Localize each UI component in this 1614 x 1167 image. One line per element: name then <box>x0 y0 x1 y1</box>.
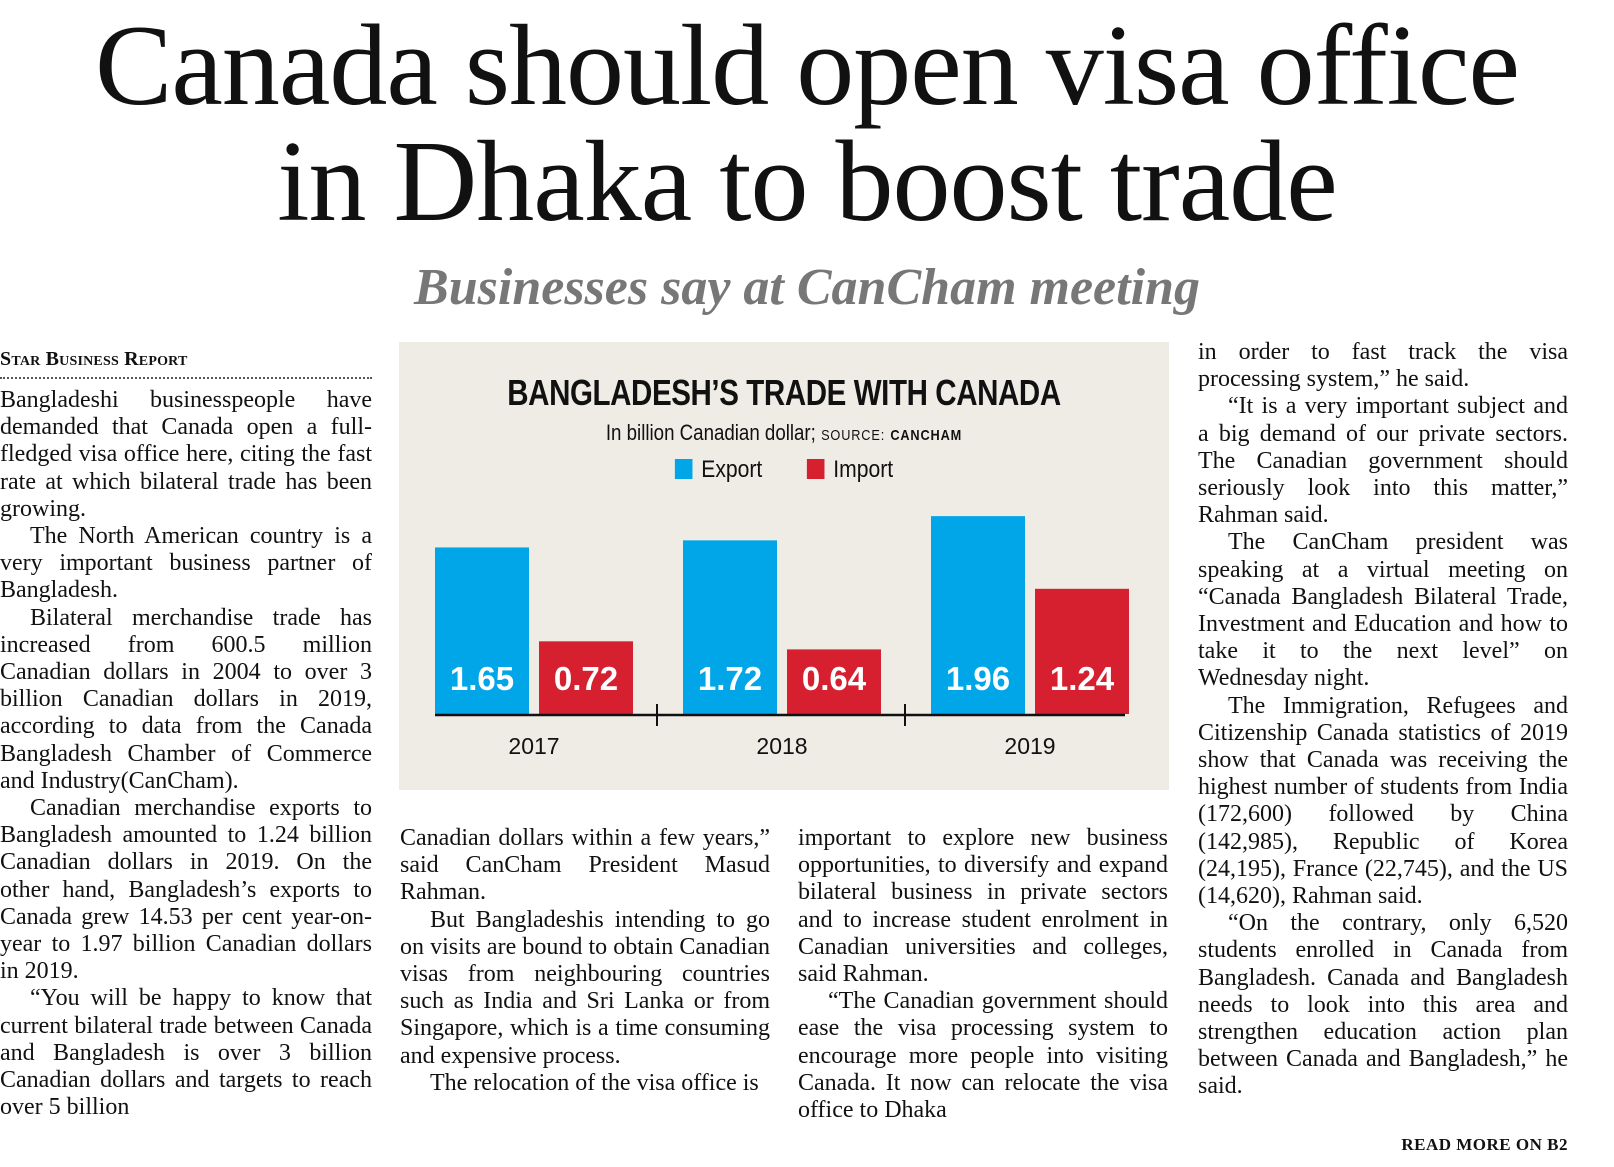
byline: Star Business Report <box>0 348 372 379</box>
bar-export-2017 <box>435 547 529 714</box>
read-more-link[interactable]: READ MORE ON B2 <box>1401 1135 1568 1154</box>
headline-line-2: in Dhaka to boost trade <box>277 118 1337 246</box>
paragraph: “It is a very important subject and a bi… <box>1198 393 1568 529</box>
headline-line-1: Canada should open visa office <box>95 2 1520 130</box>
paragraph: “On the contrary, only 6,520 students en… <box>1198 910 1568 1100</box>
chart-unit-note: In billion Canadian dollar; <box>605 420 816 445</box>
trade-chart: BANGLADESH’S TRADE WITH CANADA In billio… <box>399 342 1169 790</box>
chart-legend: Export Import <box>445 455 1123 484</box>
data-label-export-2018: 1.72 <box>698 660 762 697</box>
data-label-export-2019: 1.96 <box>946 660 1010 697</box>
paragraph: Bilateral merchandise trade has increase… <box>0 604 372 794</box>
bar-import-2018 <box>787 649 881 714</box>
legend-swatch-export <box>674 458 693 479</box>
paragraph: Bangladeshi businesspeople have demanded… <box>0 387 372 522</box>
chart-plot-area: 1.65 0.72 2017 1.72 0.64 2018 1.96 1.24 2019 <box>435 516 1129 759</box>
bar-export-2018 <box>683 540 777 714</box>
paragraph: The North American country is a very imp… <box>0 523 372 604</box>
data-label-import-2017: 0.72 <box>554 660 618 697</box>
paragraph: The relocation of the visa office is <box>430 1069 759 1096</box>
article-column-3: important to explore new business opport… <box>798 825 1168 1124</box>
x-tick-label-2018: 2018 <box>756 733 807 759</box>
x-tick-label-2017: 2017 <box>508 733 559 759</box>
data-label-import-2019: 1.24 <box>1050 660 1115 697</box>
data-label-import-2018: 0.64 <box>802 660 867 697</box>
x-tick-label-2019: 2019 <box>1004 733 1055 759</box>
paragraph: important to explore new business opport… <box>798 825 1168 988</box>
bar-import-2017 <box>539 641 633 714</box>
paragraph: The Immigration, Refugees and Citizenshi… <box>1198 692 1568 910</box>
paragraph: Canadian merchandise exports to Banglade… <box>0 795 372 985</box>
article-column-2: Canadian dollars within a few years,” sa… <box>400 825 770 1097</box>
deck-subheadline: Businesses say at CanCham meeting <box>414 259 1200 316</box>
legend-label-export: Export <box>701 455 763 483</box>
legend-label-import: Import <box>833 455 894 483</box>
bar-import-2019 <box>1035 588 1129 714</box>
legend-item-export: Export <box>674 455 763 484</box>
paragraph: Canadian dollars within a few years,” sa… <box>400 825 770 906</box>
paragraph: “The Canadian government should ease the… <box>798 988 1168 1124</box>
chart-source-name: CANCHAM <box>890 427 963 444</box>
chart-subtitle: In billion Canadian dollar; SOURCE: CANC… <box>457 420 1112 446</box>
headline: Canada should open visa office in Dhaka … <box>0 8 1614 240</box>
paragraph: “You will be happy to know that current … <box>0 985 372 1121</box>
paragraph: But Bangladeshis intending to go on visi… <box>400 906 770 1069</box>
bar-export-2019 <box>931 516 1025 714</box>
chart-source-label: SOURCE: <box>821 427 886 444</box>
paragraph: in order to fast track the visa processi… <box>1198 339 1568 393</box>
paragraph: The CanCham president was speaking at a … <box>1198 529 1568 692</box>
article-column-1: Bangladeshi businesspeople have demanded… <box>0 387 372 1121</box>
article-column-4: in order to fast track the visa processi… <box>1198 339 1568 1101</box>
data-label-export-2017: 1.65 <box>450 660 514 697</box>
legend-swatch-import <box>806 458 825 479</box>
legend-item-import: Import <box>806 455 894 484</box>
chart-title: BANGLADESH’S TRADE WITH CANADA <box>507 372 1061 413</box>
